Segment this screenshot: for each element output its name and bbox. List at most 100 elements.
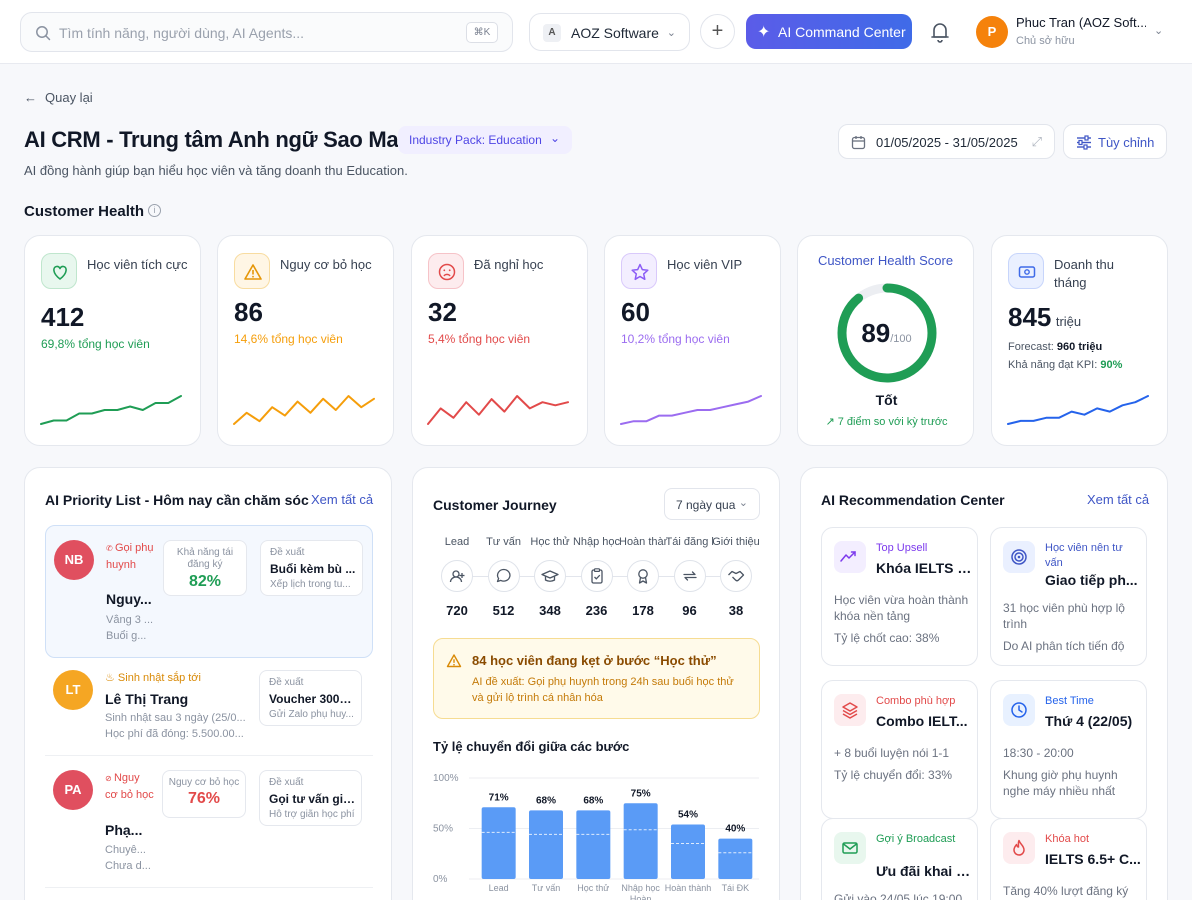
metric-box-label: Khả năng tái đăng ký xyxy=(176,547,234,570)
chevron-down-icon: ⌄ xyxy=(550,131,561,145)
suggestion-box[interactable]: Đề xuất Gọi tư vấn giữ ... Hỗ trợ giãn h… xyxy=(259,770,362,826)
student-detail: Buổi g... xyxy=(106,630,147,642)
x-tick-label: Tái ĐK xyxy=(722,883,750,893)
metric-label: Học viên VIP xyxy=(667,257,743,272)
org-switcher[interactable]: A AOZ Software ⌄ xyxy=(529,13,690,51)
recommendation-card[interactable]: Best Time Thứ 4 (22/05) 18:30 - 20:00 Khung… xyxy=(990,680,1147,819)
clipboard-check-icon[interactable] xyxy=(580,560,613,592)
sad-face-icon xyxy=(428,253,464,289)
stage-label: Tái đăng ký xyxy=(665,536,714,548)
recommendation-card[interactable]: Combo phù hợp Combo IELT... + 8 buổi luyện… xyxy=(821,680,978,819)
avatar[interactable]: P xyxy=(976,16,1008,48)
suggestion-box[interactable]: Đề xuất Voucher 300K... Gửi Zalo phụ huy… xyxy=(259,670,362,726)
metric-card-vip[interactable]: Học viên VIP 60 10,2% tổng học viên xyxy=(604,235,781,446)
chevron-down-icon[interactable]: ⌄ xyxy=(1154,25,1164,37)
back-link[interactable]: ← Quay lại xyxy=(24,90,93,105)
journey-panel: Customer Journey 7 ngày qua ⌄ Lead 720 Tư … xyxy=(412,467,780,900)
recommendation-category: Top Upsell xyxy=(876,542,928,554)
recommendation-desc: Học viên vừa hoàn thành khóa nền tảng xyxy=(834,593,969,623)
period-dropdown[interactable]: 7 ngày qua ⌄ xyxy=(664,488,760,520)
metric-sub: 5,4% tổng học viên xyxy=(428,332,531,346)
metric-sub: 69,8% tổng học viên xyxy=(41,337,150,351)
metric-card-risk[interactable]: Nguy cơ bỏ học 86 14,6% tổng học viên xyxy=(217,235,394,446)
customize-button[interactable]: Tùy chỉnh xyxy=(1063,124,1167,159)
recommendation-desc: Gửi vào 24/05 lúc 19:00 xyxy=(834,892,963,900)
priority-row[interactable]: LT ♨ Sinh nhật sắp tới Lê Thị Trang Sinh… xyxy=(45,664,373,756)
student-detail: Chuyê... xyxy=(105,844,146,856)
user-name[interactable]: Phuc Tran (AOZ Soft... xyxy=(1016,15,1146,30)
recommendation-desc: 18:30 - 20:00 xyxy=(1003,746,1074,760)
repeat-icon[interactable] xyxy=(673,560,706,592)
org-name: AOZ Software xyxy=(571,25,659,41)
health-score-max: /100 xyxy=(890,333,912,345)
ai-command-center-button[interactable]: ✦ AI Command Center xyxy=(746,14,912,49)
handshake-icon[interactable] xyxy=(720,560,752,592)
forecast-value: 960 triệu xyxy=(1056,341,1103,353)
info-icon[interactable]: i xyxy=(148,204,161,217)
sparkline xyxy=(427,395,569,425)
stage-label: Tư vấn xyxy=(486,536,521,548)
back-label: Quay lại xyxy=(45,90,93,105)
recommendation-card[interactable]: Khóa hot IELTS 6.5+ C... Tăng 40% lượt đăn… xyxy=(990,818,1147,900)
suggestion-box[interactable]: Đề xuất Buổi kèm bù ... Xếp lịch trong t… xyxy=(260,540,363,596)
user-add-icon[interactable] xyxy=(441,560,473,592)
bell-icon[interactable] xyxy=(926,18,954,46)
recommendation-headline: IELTS 6.5+ C... xyxy=(1045,851,1141,867)
recommendation-see-all[interactable]: Xem tất cả xyxy=(1087,492,1150,507)
bar-value-label: 54% xyxy=(678,809,698,820)
sparkline xyxy=(233,395,375,425)
avatar: LT xyxy=(53,670,93,710)
page-subtitle: AI đồng hành giúp bạn hiểu học viên và t… xyxy=(24,163,408,178)
phone-icon: ✆ xyxy=(106,544,115,553)
top-bar: Tìm tính năng, người dùng, AI Agents... … xyxy=(0,0,1192,64)
target-icon xyxy=(1003,541,1035,573)
date-range-picker[interactable]: 01/05/2025 - 31/05/2025 ⤢ xyxy=(838,124,1055,159)
warning-icon xyxy=(234,253,270,289)
metric-card-active[interactable]: Học viên tích cực 412 69,8% tổng học viê… xyxy=(24,235,201,446)
priority-tag-text: Sinh nhật sắp tới xyxy=(117,672,201,684)
metric-card-dropped[interactable]: Đã nghỉ học 32 5,4% tổng học viên xyxy=(411,235,588,446)
industry-pack-dropdown[interactable]: Industry Pack: Education ⌄ xyxy=(398,126,572,154)
arrow-up-right-icon: ↗ xyxy=(825,416,838,428)
org-badge: A xyxy=(543,24,561,42)
chat-icon[interactable] xyxy=(487,560,520,592)
recommendation-card[interactable]: Gợi ý Broadcast Ưu đãi khai g... Gửi vào 2… xyxy=(821,818,978,900)
bar xyxy=(529,810,563,879)
recommendation-card[interactable]: Học viên nên tư vấn Giao tiếp ph... 31 học… xyxy=(990,527,1147,666)
search-icon xyxy=(36,26,51,41)
metric-value: 86 xyxy=(234,297,263,327)
health-score-card[interactable]: Customer Health Score 89/100 Tốt ↗ 7 điể… xyxy=(797,235,974,446)
x-tick-label: Hoàn xyxy=(630,894,652,900)
recommendation-category: Gợi ý Broadcast xyxy=(876,833,956,845)
health-score-gauge xyxy=(837,283,937,383)
health-score-title: Customer Health Score xyxy=(817,253,954,268)
date-range-label: 01/05/2025 - 31/05/2025 xyxy=(876,135,1018,150)
priority-tag: ⊘ Nguy cơ bỏ học xyxy=(105,770,155,803)
priority-row[interactable]: NB ✆ Gọi phụ huynh Nguy... Vắng 3 ... Bu… xyxy=(45,525,373,658)
stage-label: Hoàn thành xyxy=(619,536,667,548)
graduation-cap-icon[interactable] xyxy=(534,560,566,592)
chevron-down-icon: ⌄ xyxy=(666,27,676,39)
stuck-alert[interactable]: 84 học viên đang kẹt ở bước “Học thử” AI… xyxy=(433,638,760,719)
priority-see-all[interactable]: Xem tất cả xyxy=(311,492,374,507)
bar xyxy=(718,838,753,879)
search-input[interactable]: Tìm tính năng, người dùng, AI Agents... … xyxy=(20,12,513,52)
revenue-card[interactable]: Doanh thu tháng 845 triệu Forecast: 960 … xyxy=(991,235,1168,446)
priority-row[interactable]: PA ⊘ Nguy cơ bỏ học Phạ... Chuyê... Chưa… xyxy=(45,764,373,888)
customize-label: Tùy chỉnh xyxy=(1098,135,1155,150)
add-button[interactable]: + xyxy=(700,14,735,49)
stage-count: 178 xyxy=(632,603,654,618)
conversion-title: Tỷ lệ chuyển đổi giữa các bước xyxy=(433,739,630,754)
y-tick-label: 50% xyxy=(433,824,453,835)
clock-icon xyxy=(1003,694,1035,726)
recommendation-foot: Khung giờ phụ huynh nghe máy nhiều nhất xyxy=(1003,768,1118,798)
award-icon[interactable] xyxy=(627,560,659,592)
priority-tag: ♨ Sinh nhật sắp tới xyxy=(105,671,201,684)
metric-box: Nguy cơ bỏ học 76% xyxy=(162,770,246,818)
recommendation-card[interactable]: Top Upsell Khóa IELTS 6... Học viên vừa ho… xyxy=(821,527,978,666)
search-placeholder: Tìm tính năng, người dùng, AI Agents... xyxy=(59,25,305,41)
priority-tag: ✆ Gọi phụ huynh xyxy=(106,540,156,573)
kpi-value: 90% xyxy=(1100,359,1123,371)
sparkline-path xyxy=(233,395,375,425)
revenue-unit: triệu xyxy=(1055,314,1082,329)
